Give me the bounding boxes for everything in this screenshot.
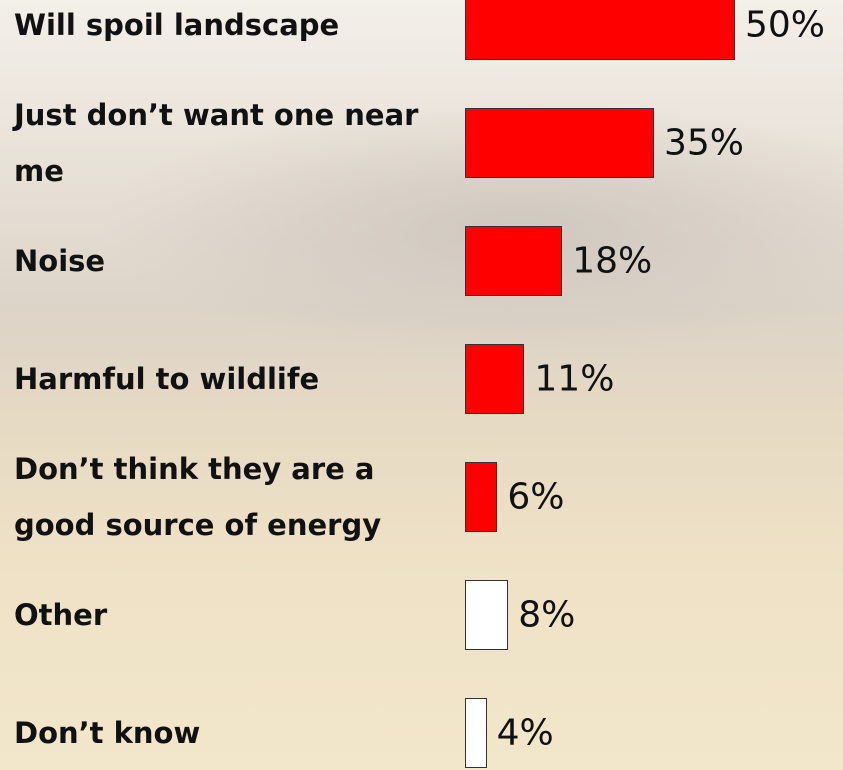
bar — [465, 108, 654, 178]
bar — [465, 580, 509, 650]
bar — [465, 344, 525, 414]
value-label: 6% — [507, 476, 565, 518]
value-label: 11% — [534, 358, 615, 400]
category-label: Don’t know — [14, 716, 201, 750]
value-label: 4% — [496, 712, 554, 754]
value-label: 8% — [518, 594, 576, 636]
bar — [465, 0, 735, 60]
category-label: Other — [14, 598, 108, 632]
bar — [465, 462, 498, 532]
category-label: Just don’t want one near me — [14, 98, 419, 188]
bar — [465, 698, 487, 768]
category-label: Noise — [14, 244, 106, 278]
category-label: Will spoil landscape — [14, 8, 340, 42]
category-label: Harmful to wildlife — [14, 362, 320, 396]
value-label: 35% — [664, 122, 745, 164]
category-label: Don’t think they are a good source of en… — [14, 452, 382, 542]
value-label: 18% — [572, 240, 653, 282]
value-label: 50% — [745, 4, 826, 46]
bar — [465, 226, 563, 296]
